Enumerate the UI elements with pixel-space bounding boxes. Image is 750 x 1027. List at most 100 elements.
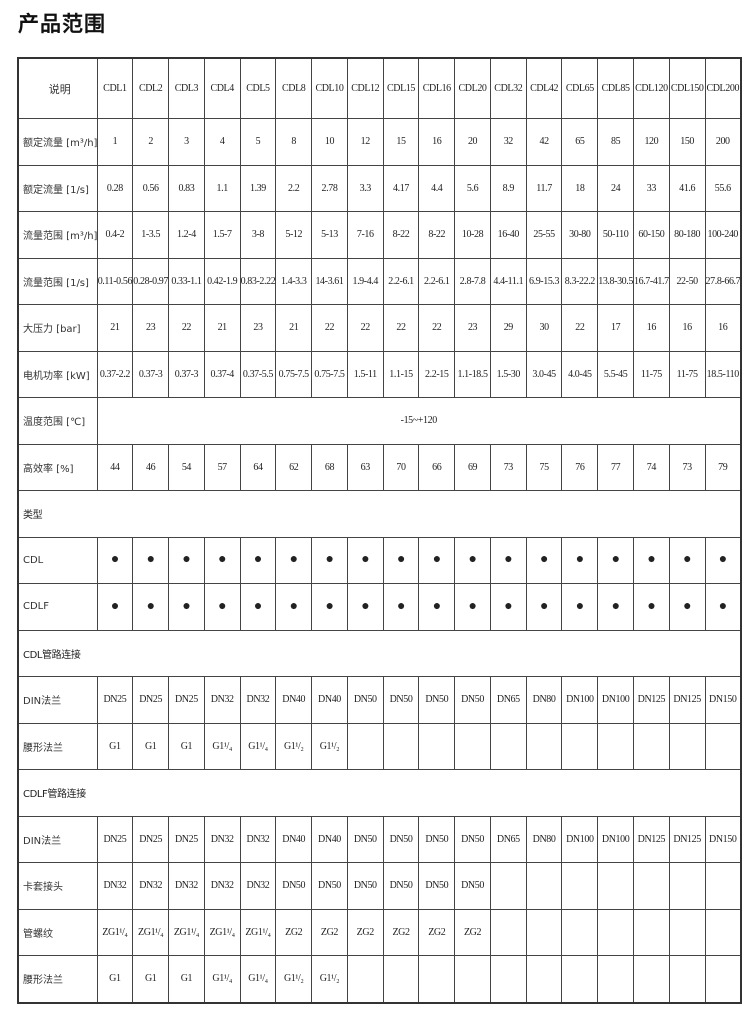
table-cell: 1.5-7: [203, 211, 241, 259]
table-cell: DN50: [275, 862, 313, 910]
table-cell: 16: [418, 118, 456, 166]
table-cell: 16: [704, 304, 742, 352]
table-cell: ZG2: [346, 908, 384, 956]
table-cell: DN50: [418, 862, 456, 910]
model-header: CDL5: [239, 57, 277, 119]
table-cell: 11.7: [525, 164, 563, 212]
table-row: DIN法兰 DN25 DN25 DN25 DN32 DN32 DN40 DN40 DN50 DN5…: [17, 676, 742, 724]
table-cell: 0.56: [132, 164, 170, 212]
table-cell: ZG2: [311, 908, 348, 956]
model-header: CDL8: [275, 57, 313, 119]
table-cell: 0.37-5.5: [239, 350, 277, 398]
availability-dot: ●: [454, 536, 491, 584]
table-cell: 74: [632, 443, 670, 491]
table-cell: 30: [525, 304, 563, 352]
table-cell: DN50: [382, 676, 420, 724]
table-cell: G1¹/₄: [203, 955, 241, 1003]
availability-dot: ●: [418, 536, 456, 584]
table-cell: 5.6: [454, 164, 491, 212]
table-cell: 2.2-6.1: [418, 257, 456, 305]
table-cell: 70: [382, 443, 420, 491]
availability-dot: ●: [454, 583, 491, 631]
table-cell: DN100: [561, 815, 599, 863]
table-cell: 41.6: [668, 164, 706, 212]
row-label: 大压力 [bar]: [17, 304, 98, 352]
table-cell: [668, 955, 706, 1003]
table-row: 额定流量 [m³/h] 1 2 3 4 5 8 10 12 15 16 20 32 42 65 85 120 15…: [17, 118, 742, 166]
table-cell: 6.9-15.3: [525, 257, 563, 305]
table-cell: [561, 862, 599, 910]
table-cell: DN50: [454, 676, 491, 724]
table-row: CDL ● ● ● ● ● ● ● ● ● ● ● ● ● ● ● ● ● ●: [17, 536, 742, 584]
table-cell: DN25: [168, 815, 205, 863]
section-title: CDL管路连接: [17, 629, 742, 677]
table-cell: G1¹/₄: [203, 722, 241, 770]
model-header: CDL120: [632, 57, 670, 119]
row-label: 高效率 [%]: [17, 443, 98, 491]
table-cell: 4.4-11.1: [489, 257, 527, 305]
table-cell: ZG2: [382, 908, 420, 956]
availability-dot: ●: [561, 583, 599, 631]
table-cell: 0.37-3: [168, 350, 205, 398]
table-cell: 1.5-11: [346, 350, 384, 398]
table-cell: 120: [632, 118, 670, 166]
table-cell: DN25: [168, 676, 205, 724]
availability-dot: ●: [597, 583, 634, 631]
availability-dot: ●: [561, 536, 599, 584]
table-cell: 79: [704, 443, 742, 491]
table-cell: DN150: [704, 676, 742, 724]
row-label: DIN法兰: [17, 815, 98, 863]
table-cell: G1: [132, 955, 170, 1003]
availability-dot: ●: [239, 583, 277, 631]
table-cell: DN40: [311, 815, 348, 863]
table-cell: 5-13: [311, 211, 348, 259]
availability-dot: ●: [239, 536, 277, 584]
row-label: 腰形法兰: [17, 722, 98, 770]
table-cell: G1: [132, 722, 170, 770]
row-label: DIN法兰: [17, 676, 98, 724]
table-cell: [489, 722, 527, 770]
table-cell: [525, 722, 563, 770]
table-cell: 68: [311, 443, 348, 491]
availability-dot: ●: [346, 583, 384, 631]
table-cell: 60-150: [632, 211, 670, 259]
table-cell: 1.5-30: [489, 350, 527, 398]
table-cell: G1¹/₂: [311, 722, 348, 770]
table-cell: 11-75: [668, 350, 706, 398]
section-row: CDLF管路连接: [17, 769, 742, 817]
table-cell: 1.39: [239, 164, 277, 212]
table-cell: DN25: [132, 815, 170, 863]
table-cell: DN65: [489, 676, 527, 724]
table-cell: 65: [561, 118, 599, 166]
model-header: CDL15: [382, 57, 420, 119]
table-cell: 10: [311, 118, 348, 166]
section-title: CDLF管路连接: [17, 769, 742, 817]
availability-dot: ●: [132, 536, 170, 584]
table-cell: 150: [668, 118, 706, 166]
table-cell: DN32: [239, 815, 277, 863]
table-cell: 85: [597, 118, 634, 166]
table-cell: 8.3-22.2: [561, 257, 599, 305]
table-cell: 8.9: [489, 164, 527, 212]
availability-dot: ●: [203, 536, 241, 584]
table-cell: [632, 722, 670, 770]
table-cell: 2.8-7.8: [454, 257, 491, 305]
table-cell: DN125: [632, 676, 670, 724]
table-cell: G1¹/₄: [239, 722, 277, 770]
table-cell: [597, 955, 634, 1003]
table-cell: 13.8-30.5: [597, 257, 634, 305]
table-cell: DN25: [96, 676, 134, 724]
availability-dot: ●: [704, 583, 742, 631]
table-cell: 1.2-4: [168, 211, 205, 259]
table-cell: 1-3.5: [132, 211, 170, 259]
table-cell: 0.75-7.5: [275, 350, 313, 398]
table-cell: DN40: [275, 815, 313, 863]
availability-dot: ●: [382, 536, 420, 584]
table-cell: G1¹/₂: [275, 955, 313, 1003]
table-row: 电机功率 [kW] 0.37-2.2 0.37-3 0.37-3 0.37-4 0.37-…: [17, 350, 742, 398]
table-cell: 15: [382, 118, 420, 166]
model-header: CDL200: [704, 57, 742, 119]
table-cell: [704, 955, 742, 1003]
table-cell: ZG2: [418, 908, 456, 956]
table-cell: 12: [346, 118, 384, 166]
